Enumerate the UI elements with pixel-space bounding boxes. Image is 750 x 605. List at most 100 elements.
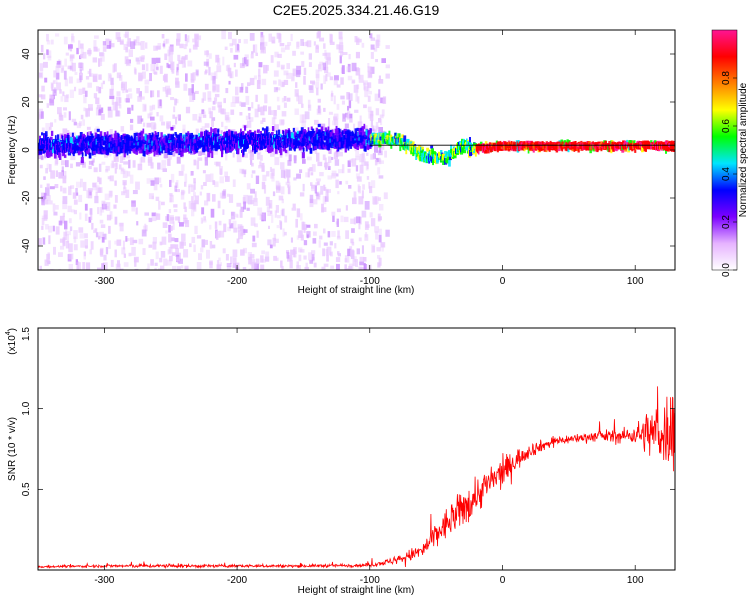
spectrogram-cell [156,46,161,50]
spectrogram-cell [144,212,149,215]
spectrogram-cell [277,33,281,39]
spectrogram-cell [349,54,351,59]
spectrogram-cell [277,215,281,218]
spectrogram-cell [139,239,144,245]
spectrogram-cell [255,53,258,56]
spectrogram-cell [261,44,264,52]
spectrogram-cell [252,243,257,247]
spectrogram-cell [96,86,99,91]
spectrogram-cell [285,169,288,177]
spectrogram-cell [295,109,299,115]
spectrogram-cell [221,122,223,127]
spectrogram-cell [105,194,110,201]
spectrogram-cell [210,174,214,183]
spectrogram-cell [260,155,263,161]
spectrogram-cell [54,119,56,123]
spectrogram-cell [304,240,307,245]
spectrogram-cell [195,91,199,94]
spectrogram-cell [201,185,203,189]
spectrogram-cell [278,79,281,85]
spectrogram-cell [127,108,131,114]
spectrogram-cell [257,80,261,89]
spectrogram-cell [296,174,301,179]
spectrogram-cell [319,240,321,247]
spectrogram-cell [255,95,258,102]
spectrogram-cell [89,153,92,159]
spectrogram-cell [76,162,80,166]
spectrogram-cell [281,47,285,52]
spectrogram-cell [43,176,46,180]
x-tick-label: 0 [500,276,506,287]
spectrogram-cell [115,250,117,258]
spectrogram-cell [314,263,317,268]
spectrogram-cell [299,146,301,149]
spectrogram-cell [300,52,304,55]
spectrogram-cell [209,225,211,230]
spectrogram-cell [251,174,253,178]
spectrogram-cell [39,238,42,245]
spectrogram-cell [158,201,161,210]
spectrogram-cell [366,162,369,170]
spectrogram-cell [49,127,52,130]
spectrogram-cell [377,35,381,42]
spectrogram-cell [276,185,281,193]
spectrogram-cell [39,72,43,78]
spectrogram-cell [53,70,56,77]
spectrogram-cell [365,201,370,210]
spectrogram-cell [231,212,235,220]
spectrogram-cell [221,130,223,134]
spectrogram-cell [324,243,328,246]
spectrogram-cell [166,90,169,97]
spectrogram-cell [168,225,171,233]
spectrogram-cell [318,99,321,103]
spectrogram-cell [129,253,132,256]
spectrogram-cell [244,125,246,130]
spectrogram-cell [181,242,186,246]
spectrogram-cell [350,249,354,257]
spectrogram-cell [121,126,125,132]
spectrogram-cell [344,264,347,270]
spectrogram-cell [172,115,175,119]
spectrogram-cell [299,255,302,262]
spectrogram-cell [330,241,333,245]
spectrogram-cell [208,67,210,75]
spectrogram-cell [98,59,100,67]
spectrogram-cell [356,84,359,89]
colorbar-tick-label: 0.0 [721,263,732,277]
spectrogram-cell [90,214,92,220]
spectrogram-cell [313,238,317,244]
spectrogram-cell [242,169,247,174]
spectrogram-cell [214,128,217,135]
spectrogram-cell [225,112,230,120]
spectrogram-cell [175,216,179,220]
spectrogram-cell [111,260,114,267]
spectrogram-cell [48,56,52,61]
spectrogram-cell [350,239,353,244]
spectrogram-cell [101,224,106,228]
spectrogram-cell [169,152,172,155]
spectrogram-cell [41,45,44,52]
spectrogram-cell [80,240,84,247]
spectrogram-cell [337,230,340,237]
spectrogram-cell [230,257,233,264]
spectrogram-cell [211,120,214,127]
spectrogram-cell [359,238,362,242]
spectrogram-cell [203,92,207,101]
spectrogram-cell [345,230,349,239]
spectrogram-cell [150,91,152,98]
spectrogram-cell [173,204,177,207]
spectrogram-cell [277,225,281,228]
spectrogram-cell [282,209,285,217]
spectrogram-cell [369,128,371,135]
spectrogram-cell [221,150,223,157]
spectrogram-cell [59,153,62,160]
spectrogram-cell [151,162,154,168]
spectrogram-cell [336,257,340,262]
spectrogram-cell [197,235,201,238]
spectrogram-cell [115,217,118,225]
spectrogram-cell [170,127,173,131]
spectrogram-cell [185,55,188,60]
spectrogram-cell [100,248,103,254]
spectrogram-cell [156,252,159,260]
spectrogram-cell [103,41,106,46]
